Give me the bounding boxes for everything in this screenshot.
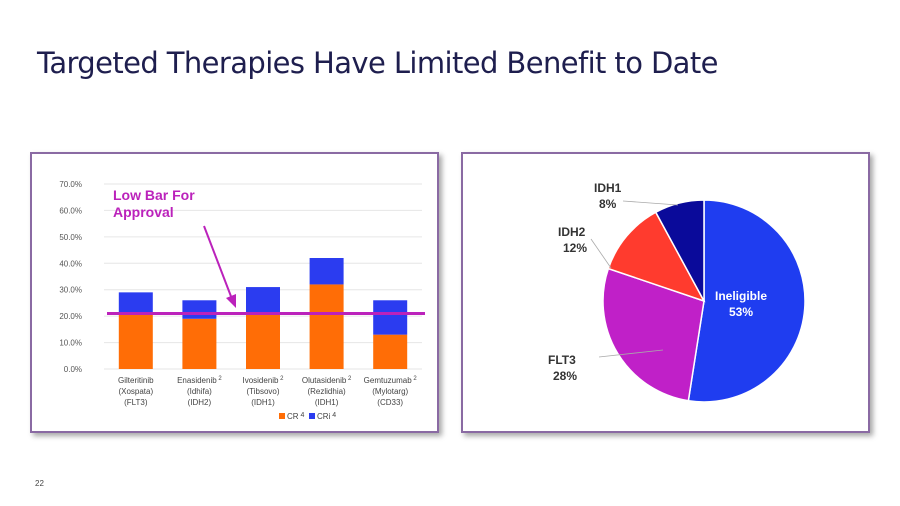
bar-chart-panel: 0.0% 10.0% 20.0% 30.0% 40.0% 50.0% 60.0% 70.0% G… xyxy=(30,152,439,433)
leader-line xyxy=(622,200,679,206)
pie-slice-idh2 xyxy=(607,211,706,303)
x-tick-label: (Xospata) xyxy=(118,387,153,396)
bar-segment-cr xyxy=(246,313,280,369)
x-tick-label: (Mylotarg) xyxy=(372,387,408,396)
y-tick-label: 20.0% xyxy=(59,312,82,321)
slice-label-pct: 12% xyxy=(563,241,587,255)
x-tick-label: Enasidenib 2 xyxy=(177,376,222,385)
pie-chart-panel: Ineligible 53% FLT3 28% IDH2 12% IDH1 8% xyxy=(461,152,870,433)
y-tick-label: 10.0% xyxy=(59,339,82,348)
leader-line xyxy=(590,238,612,269)
leader-line xyxy=(598,349,664,358)
bar-segment-cr xyxy=(118,313,153,369)
y-tick-label: 0.0% xyxy=(64,365,82,374)
x-tick-footnote: 2 xyxy=(346,376,352,382)
slice-label-name: IDH1 xyxy=(594,181,622,195)
pie-slice-ineligible xyxy=(687,199,806,403)
x-tick-footnote: 2 xyxy=(217,376,223,382)
annotation-arrow-shaft xyxy=(203,225,233,300)
slide-title: Targeted Therapies Have Limited Benefit … xyxy=(37,46,718,80)
x-tick-label: Gemtuzumab 2 xyxy=(364,376,418,385)
pie-chart: Ineligible 53% FLT3 28% IDH2 12% IDH1 8% xyxy=(548,181,806,403)
slide-number: 22 xyxy=(35,479,44,488)
x-tick-label: Olutasidenib 2 xyxy=(302,376,352,385)
legend-footnote: 4 xyxy=(299,412,305,419)
pie-slice-idh1 xyxy=(654,199,705,302)
slice-label-name: Ineligible xyxy=(715,289,767,303)
x-tick-label: (CD33) xyxy=(377,398,403,407)
x-tick-label: (FLT3) xyxy=(124,398,148,407)
y-tick-label: 70.0% xyxy=(59,180,82,189)
annotation-arrow-head xyxy=(226,294,236,308)
x-tick-label: (IDH1) xyxy=(315,398,339,407)
x-tick-footnote: 2 xyxy=(412,376,418,382)
slice-label-pct: 28% xyxy=(553,369,577,383)
x-tick-label: (Idhifa) xyxy=(187,387,212,396)
x-tick-label: Ivosidenib 2 xyxy=(242,376,284,385)
legend-footnote: 4 xyxy=(330,412,336,419)
slice-label-name: IDH2 xyxy=(558,225,586,239)
x-tick-label: (IDH1) xyxy=(251,398,275,407)
y-tick-label: 40.0% xyxy=(59,259,82,268)
bar-segment-cri xyxy=(373,300,408,335)
slice-label-pct: 8% xyxy=(599,197,617,211)
y-tick-label: 60.0% xyxy=(59,206,82,215)
y-tick-label: 30.0% xyxy=(59,286,82,295)
bar-segment-cr xyxy=(373,334,408,369)
pie-slice-flt3 xyxy=(602,267,705,402)
x-tick-label: (IDH2) xyxy=(188,398,212,407)
slice-label-pct: 53% xyxy=(729,305,753,319)
bar-segment-cr xyxy=(309,284,344,369)
annotation-text: Low Bar For xyxy=(113,187,195,203)
bar-chart: 0.0% 10.0% 20.0% 30.0% 40.0% 50.0% 60.0% 70.0% G… xyxy=(59,180,425,421)
legend-swatch-cr xyxy=(279,413,285,419)
x-tick-label: (Tibsovo) xyxy=(246,387,279,396)
y-tick-label: 50.0% xyxy=(59,233,82,242)
x-tick-footnote: 2 xyxy=(279,376,285,382)
bar-segment-cri xyxy=(246,287,280,314)
legend-label-cr: CR 4 xyxy=(287,412,305,421)
x-tick-label: (Rezlidhia) xyxy=(307,387,346,396)
annotation-text: Approval xyxy=(113,204,174,220)
slice-label-name: FLT3 xyxy=(548,353,576,367)
bar-segment-cri xyxy=(118,292,153,314)
bar-segment-cri xyxy=(309,258,344,285)
bar-segment-cri xyxy=(182,300,217,319)
legend-label-cri: CRi 4 xyxy=(317,412,336,421)
legend-swatch-cri xyxy=(309,413,315,419)
bar-segment-cr xyxy=(182,318,217,369)
x-tick-label: Gilteritinib xyxy=(118,376,154,385)
